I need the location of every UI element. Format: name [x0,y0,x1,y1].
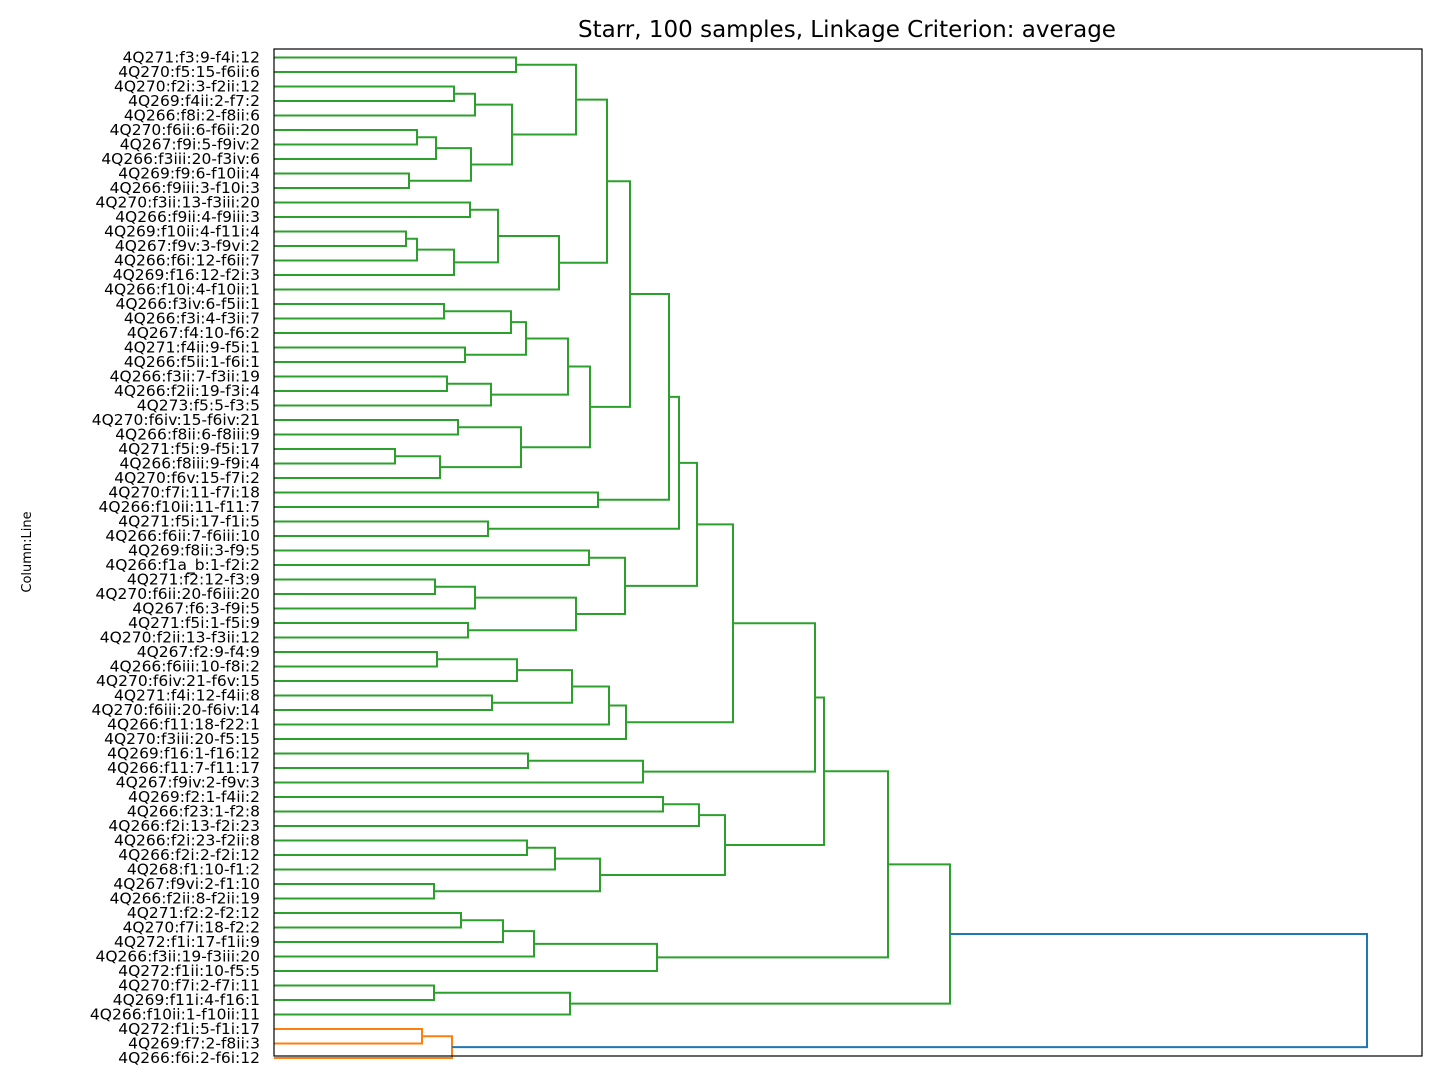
leaf-label: 4Q270:f6iii:20-f6iv:14 [91,701,260,719]
plot-frame [273,48,1423,1057]
leaf-label: 4Q266:f11:18-f22:1 [107,716,260,734]
leaf-label: 4Q266:f8i:2-f8ii:6 [124,107,260,125]
leaf-label: 4Q266:f6i:2-f6i:12 [118,1049,260,1067]
leaf-label: 4Q270:f3iii:20-f5:15 [104,730,260,748]
leaf-label: 4Q269:f11i:4-f16:1 [113,991,260,1009]
plot-background [274,49,1422,1056]
leaf-label: 4Q269:f2:1-f4ii:2 [128,788,260,806]
y-axis-label: Column:Line [20,511,35,592]
leaf-label: 4Q272:f1ii:10-f5:5 [118,962,260,980]
leaf-label: 4Q267:f9i:5-f9iv:2 [120,136,260,154]
leaf-labels: 4Q271:f3:9-f4i:124Q270:f5:15-f6ii:64Q270… [90,49,260,1068]
leaf-label: 4Q272:f1i:5-f1i:17 [118,1020,260,1038]
leaf-label: 4Q270:f7i:2-f7i:11 [118,977,260,995]
leaf-label: 4Q268:f1:10-f1:2 [127,861,260,879]
leaf-label: 4Q267:f2:9-f4:9 [137,643,260,661]
leaf-label: 4Q270:f6iv:21-f6v:15 [96,672,260,690]
leaf-label: 4Q270:f3ii:13-f3iii:20 [95,194,260,212]
leaf-label: 4Q269:f7:2-f8ii:3 [128,1035,260,1053]
leaf-label: 4Q270:f6v:15-f7i:2 [114,469,260,487]
leaf-label: 4Q271:f4ii:9-f5i:1 [124,339,260,357]
leaf-label: 4Q266:f3ii:19-f3iii:20 [95,948,260,966]
dendrogram-link [452,932,1368,1049]
leaf-label: 4Q271:f5i:17-f1i:5 [118,513,260,531]
leaf-label: 4Q266:f10ii:11-f11:7 [99,498,260,516]
leaf-label: 4Q266:f10i:4-f10ii:1 [104,281,260,299]
leaf-label: 4Q270:f2i:3-f2ii:12 [114,78,260,96]
leaf-label: 4Q270:f5:15-f6ii:6 [118,63,260,81]
leaf-label: 4Q266:f2i:23-f2ii:8 [114,832,260,850]
leaf-label: 4Q271:f2:2-f2:12 [127,904,260,922]
leaf-label: 4Q269:f4ii:2-f7:2 [128,92,260,110]
leaf-label: 4Q266:f10ii:1-f10ii:11 [90,1006,260,1024]
leaf-label: 4Q269:f9:6-f10ii:4 [118,165,260,183]
leaf-label: 4Q267:f4:10-f6:2 [127,324,260,342]
leaf-label: 4Q266:f2ii:19-f3i:4 [114,382,260,400]
leaf-label: 4Q266:f23:1-f2:8 [127,803,260,821]
leaf-label: 4Q267:f9vi:2-f1:10 [113,875,260,893]
leaf-label: 4Q266:f2i:13-f2i:23 [108,817,260,835]
leaf-label: 4Q273:f5:5-f3:5 [137,397,260,415]
leaf-label: 4Q271:f4i:12-f4ii:8 [114,687,260,705]
leaf-label: 4Q271:f5i:9-f5i:17 [118,440,260,458]
leaf-label: 4Q270:f2ii:13-f3ii:12 [100,629,260,647]
leaf-label: 4Q266:f3i:4-f3ii:7 [124,310,260,328]
leaf-label: 4Q271:f3:9-f4i:12 [123,49,260,67]
leaf-label: 4Q266:f2i:2-f2i:12 [118,846,260,864]
leaf-label: 4Q270:f7i:18-f2:2 [123,919,260,937]
leaf-label: 4Q266:f1a_b:1-f2i:2 [105,556,260,575]
leaf-label: 4Q266:f9ii:4-f9iii:3 [115,208,260,226]
leaf-label: 4Q272:f1i:17-f1ii:9 [114,933,260,951]
leaf-label: 4Q266:f8iii:9-f9i:4 [120,455,261,473]
leaf-label: 4Q269:f10ii:4-f11i:4 [104,223,260,241]
leaf-label: 4Q269:f16:12-f2i:3 [113,266,260,284]
leaf-label: 4Q266:f9iii:3-f10i:3 [110,179,260,197]
leaf-label: 4Q266:f11:7-f11:17 [107,759,260,777]
leaf-label: 4Q266:f8ii:6-f8iii:9 [115,426,260,444]
leaf-label: 4Q267:f9iv:2-f9v:3 [116,774,260,792]
leaf-label: 4Q271:f2:12-f3:9 [127,571,260,589]
leaf-label: 4Q270:f6ii:6-f6ii:20 [110,121,260,139]
leaf-label: 4Q269:f16:1-f16:12 [107,745,260,763]
leaf-label: 4Q267:f6:3-f9i:5 [132,600,260,618]
leaf-label: 4Q270:f7i:11-f7i:18 [108,484,260,502]
leaf-label: 4Q269:f8ii:3-f9:5 [128,542,260,560]
leaf-label: 4Q271:f5i:1-f5i:9 [128,614,260,632]
leaf-label: 4Q270:f6iv:15-f6iv:21 [92,411,260,429]
leaf-label: 4Q266:f5ii:1-f6i:1 [124,353,260,371]
chart-title: Starr, 100 samples, Linkage Criterion: a… [578,17,1116,43]
dendrogram-links [274,56,1368,1059]
leaf-label: 4Q266:f3iv:6-f5ii:1 [115,295,260,313]
leaf-label: 4Q266:f3ii:7-f3ii:19 [110,368,260,386]
leaf-label: 4Q266:f2ii:8-f2ii:19 [110,890,260,908]
leaf-label: 4Q266:f6iii:10-f8i:2 [110,658,260,676]
leaf-label: 4Q266:f6ii:7-f6iii:10 [105,527,260,545]
leaf-label: 4Q267:f9v:3-f9vi:2 [115,237,260,255]
leaf-label: 4Q266:f6i:12-f6ii:7 [114,252,260,270]
leaf-label: 4Q266:f3iii:20-f3iv:6 [101,150,260,168]
leaf-label: 4Q270:f6ii:20-f6iii:20 [95,585,260,603]
